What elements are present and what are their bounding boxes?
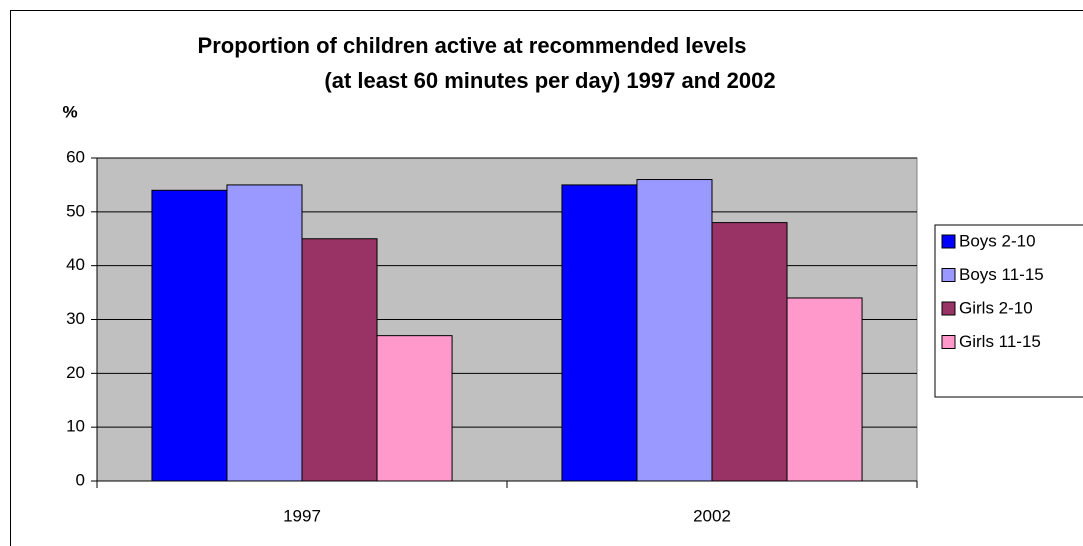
x-tick-label: 2002 — [693, 506, 731, 525]
y-tick-label: 10 — [66, 417, 85, 436]
y-tick-label: 20 — [66, 363, 85, 382]
legend-swatch — [941, 268, 956, 282]
bar — [561, 184, 638, 482]
bar — [786, 297, 863, 482]
bar — [151, 189, 228, 482]
legend-label: Boys 2-10 — [959, 231, 1036, 250]
y-tick-label: 0 — [76, 470, 85, 489]
legend-swatch — [941, 234, 956, 249]
x-tick-label: 1997 — [283, 506, 321, 525]
legend-swatch — [941, 335, 956, 349]
bar — [376, 335, 453, 482]
y-tick-label: 40 — [66, 255, 85, 274]
legend-box — [934, 224, 1083, 398]
legend-label: Boys 11-15 — [959, 265, 1044, 284]
legend-label: Girls 2-10 — [959, 298, 1033, 317]
y-tick-label: 30 — [66, 309, 85, 328]
y-tick-label: 50 — [66, 201, 85, 220]
bar — [636, 179, 713, 482]
chart-title: Proportion of children active at recomme… — [198, 33, 747, 58]
legend-swatch — [941, 301, 956, 316]
legend-label: Girls 11-15 — [959, 332, 1041, 351]
bar — [711, 222, 788, 482]
y-tick-label: 60 — [66, 147, 85, 166]
bar — [301, 238, 378, 482]
bar — [226, 184, 303, 482]
chart-title: (at least 60 minutes per day) 1997 and 2… — [324, 68, 775, 93]
y-axis-label: % — [62, 102, 77, 121]
